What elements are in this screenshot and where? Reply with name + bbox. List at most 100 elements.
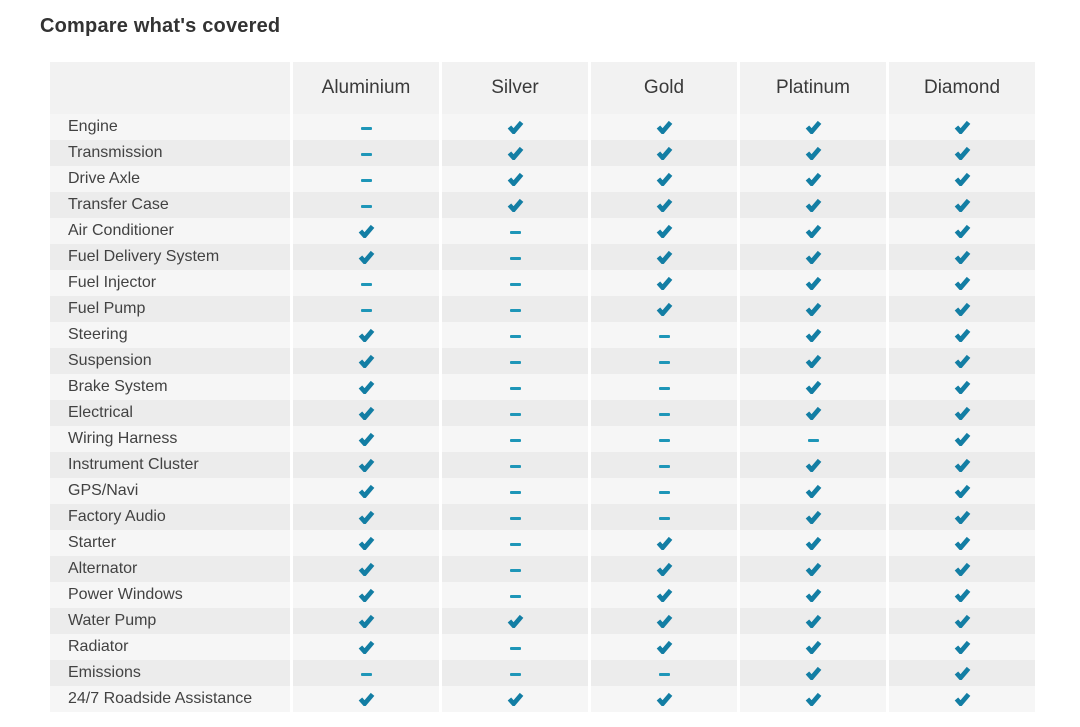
check-icon (358, 588, 375, 602)
coverage-cell (737, 270, 886, 296)
check-icon (954, 172, 971, 186)
row-label: Factory Audio (50, 504, 290, 530)
dash-icon (509, 334, 521, 338)
check-icon (358, 354, 375, 368)
check-icon (954, 250, 971, 264)
page-title: Compare what's covered (40, 15, 281, 37)
coverage-cell (886, 270, 1035, 296)
coverage-cell (290, 582, 439, 608)
row-label: 24/7 Roadside Assistance (50, 686, 290, 712)
coverage-cell (737, 166, 886, 192)
coverage-cell (886, 426, 1035, 452)
dash-icon (360, 178, 372, 182)
table-row: Instrument Cluster (50, 452, 1035, 478)
table-row: Fuel Pump (50, 296, 1035, 322)
coverage-cell (439, 374, 588, 400)
check-icon (656, 198, 673, 212)
coverage-cell (290, 322, 439, 348)
coverage-cell (290, 140, 439, 166)
check-icon (507, 614, 524, 628)
row-label: Engine (50, 114, 290, 140)
check-icon (656, 250, 673, 264)
coverage-cell (588, 686, 737, 712)
column-header-aluminium: Aluminium (290, 62, 439, 114)
coverage-cell (737, 218, 886, 244)
dash-icon (658, 360, 670, 364)
dash-icon (360, 204, 372, 208)
dash-icon (509, 230, 521, 234)
table-row: Drive Axle (50, 166, 1035, 192)
coverage-cell (439, 686, 588, 712)
row-label: Radiator (50, 634, 290, 660)
row-label: Transmission (50, 140, 290, 166)
table-row: Steering (50, 322, 1035, 348)
coverage-cell (290, 192, 439, 218)
dash-icon (509, 256, 521, 260)
coverage-cell (737, 140, 886, 166)
dash-icon (509, 438, 521, 442)
table-row: Power Windows (50, 582, 1035, 608)
check-icon (656, 302, 673, 316)
coverage-cell (439, 400, 588, 426)
row-label: Fuel Delivery System (50, 244, 290, 270)
table-row: Transfer Case (50, 192, 1035, 218)
coverage-cell (439, 270, 588, 296)
check-icon (954, 562, 971, 576)
dash-icon (658, 334, 670, 338)
dash-icon (360, 152, 372, 156)
coverage-cell (886, 634, 1035, 660)
check-icon (358, 458, 375, 472)
check-icon (656, 536, 673, 550)
table-row: Fuel Injector (50, 270, 1035, 296)
dash-icon (360, 126, 372, 130)
coverage-cell (886, 478, 1035, 504)
row-label: Instrument Cluster (50, 452, 290, 478)
check-icon (358, 224, 375, 238)
check-icon (358, 640, 375, 654)
coverage-cell (439, 452, 588, 478)
check-icon (805, 692, 822, 706)
check-icon (954, 276, 971, 290)
coverage-cell (439, 634, 588, 660)
coverage-cell (886, 296, 1035, 322)
row-label: Water Pump (50, 608, 290, 634)
dash-icon (509, 594, 521, 598)
coverage-cell (290, 296, 439, 322)
coverage-cell (439, 608, 588, 634)
dash-icon (658, 438, 670, 442)
dash-icon (360, 308, 372, 312)
dash-icon (509, 360, 521, 364)
dash-icon (509, 386, 521, 390)
row-label: GPS/Navi (50, 478, 290, 504)
coverage-cell (290, 452, 439, 478)
dash-icon (658, 672, 670, 676)
coverage-cell (737, 686, 886, 712)
coverage-cell (886, 348, 1035, 374)
check-icon (954, 146, 971, 160)
dash-icon (658, 516, 670, 520)
coverage-cell (886, 556, 1035, 582)
coverage-cell (588, 400, 737, 426)
check-icon (358, 250, 375, 264)
check-icon (805, 588, 822, 602)
row-label: Power Windows (50, 582, 290, 608)
coverage-cell (439, 296, 588, 322)
table-row: Starter (50, 530, 1035, 556)
coverage-cell (290, 114, 439, 140)
check-icon (805, 146, 822, 160)
check-icon (805, 484, 822, 498)
coverage-cell (886, 504, 1035, 530)
dash-icon (509, 672, 521, 676)
coverage-cell (439, 244, 588, 270)
table-row: Emissions (50, 660, 1035, 686)
coverage-cell (588, 452, 737, 478)
coverage-cell (737, 660, 886, 686)
dash-icon (509, 412, 521, 416)
table-header-row: Aluminium Silver Gold Platinum Diamond (50, 62, 1035, 114)
dash-icon (509, 490, 521, 494)
dash-icon (509, 516, 521, 520)
column-header-platinum: Platinum (737, 62, 886, 114)
check-icon (954, 484, 971, 498)
table-row: Engine (50, 114, 1035, 140)
check-icon (805, 640, 822, 654)
